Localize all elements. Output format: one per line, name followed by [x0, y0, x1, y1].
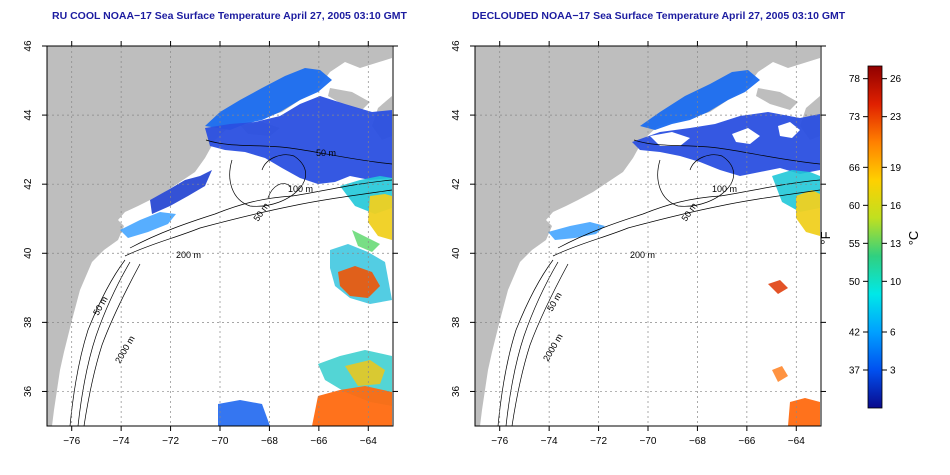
celsius-tick-label: 6 — [890, 328, 896, 339]
lat-tick-label: 36 — [451, 385, 462, 397]
lon-tick-label: −72 — [590, 436, 607, 447]
lat-tick-label: 38 — [23, 316, 34, 328]
celsius-tick-label: 23 — [890, 112, 902, 123]
lon-tick-label: −74 — [113, 436, 130, 447]
lat-tick-label: 40 — [451, 247, 462, 259]
bathymetry-contours — [497, 139, 821, 426]
lon-tick-label: −72 — [162, 436, 179, 447]
fahrenheit-tick-label: 60 — [849, 201, 861, 212]
lat-tick-label: 36 — [23, 385, 34, 397]
fahrenheit-tick-label: 50 — [849, 277, 861, 288]
temperature-colorbar: 78 26 73 23 66 19 60 16 55 13 50 10 42 6 37 3 °F °C — [818, 65, 921, 409]
lon-tick-label: −68 — [689, 436, 706, 447]
lon-tick-label: −70 — [640, 436, 657, 447]
lat-tick-label: 38 — [451, 316, 462, 328]
right-panel-title: DECLOUDED NOAA−17 Sea Surface Temperatur… — [472, 10, 846, 22]
lon-tick-label: −70 — [212, 436, 229, 447]
fahrenheit-unit-label: °F — [818, 231, 833, 244]
celsius-tick-label: 13 — [890, 239, 902, 250]
lon-tick-label: −76 — [63, 436, 80, 447]
lat-tick-label: 44 — [23, 109, 34, 121]
lat-tick-label: 46 — [451, 40, 462, 52]
lon-tick-label: −68 — [261, 436, 278, 447]
right-map-panel: 100 m 50 m 200 m 50 m 2000 m −76 −74 −72 −7… — [451, 40, 826, 447]
fahrenheit-tick-label: 42 — [849, 328, 861, 339]
lon-tick-label: −66 — [310, 436, 327, 447]
lon-tick-label: −66 — [738, 436, 755, 447]
bathymetry-contours — [69, 139, 393, 426]
contour-label: 50 m — [316, 148, 336, 158]
lat-tick-label: 42 — [451, 178, 462, 190]
lon-tick-label: −74 — [541, 436, 558, 447]
fahrenheit-tick-label: 73 — [849, 112, 861, 123]
contour-label: 200 m — [176, 250, 201, 260]
contour-label: 200 m — [630, 250, 655, 260]
celsius-tick-label: 26 — [890, 74, 902, 85]
left-map-panel: 50 m 100 m 50 m 200 m 50 m 2000 m −76 −74… — [23, 40, 398, 447]
fahrenheit-tick-label: 66 — [849, 163, 861, 174]
sst-pixels — [120, 68, 392, 426]
lat-tick-label: 42 — [23, 178, 34, 190]
lon-tick-label: −64 — [360, 436, 377, 447]
fahrenheit-tick-label: 37 — [849, 366, 861, 377]
celsius-unit-label: °C — [906, 231, 921, 246]
fahrenheit-tick-label: 55 — [849, 239, 861, 250]
celsius-tick-label: 16 — [890, 201, 902, 212]
celsius-tick-label: 19 — [890, 163, 902, 174]
lat-tick-label: 44 — [451, 109, 462, 121]
lon-tick-label: −76 — [491, 436, 508, 447]
colorbar-ramp — [867, 65, 883, 409]
lon-tick-label: −64 — [788, 436, 805, 447]
contour-label: 100 m — [288, 184, 313, 194]
contour-label: 100 m — [712, 184, 737, 194]
left-panel-title: RU COOL NOAA−17 Sea Surface Temperature … — [52, 10, 407, 22]
fahrenheit-tick-label: 78 — [849, 74, 861, 85]
lat-tick-label: 40 — [23, 247, 34, 259]
celsius-tick-label: 10 — [890, 277, 902, 288]
lat-tick-label: 46 — [23, 40, 34, 52]
celsius-tick-label: 3 — [890, 366, 896, 377]
